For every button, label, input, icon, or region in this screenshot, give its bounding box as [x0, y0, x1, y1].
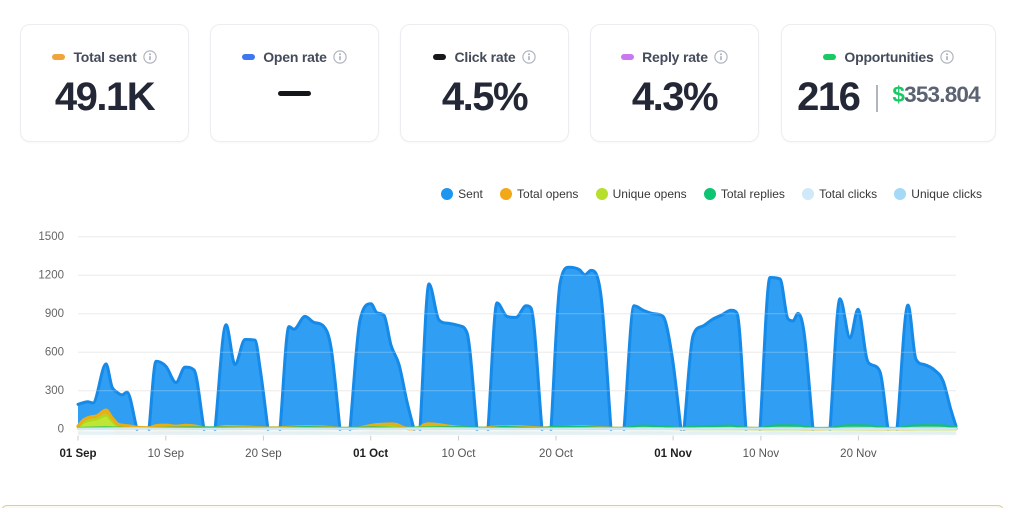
svg-text:20 Nov: 20 Nov [840, 448, 877, 460]
svg-text:1500: 1500 [38, 231, 64, 243]
svg-text:01 Nov: 01 Nov [654, 448, 692, 460]
svg-text:10 Nov: 10 Nov [743, 448, 780, 460]
svg-text:20 Oct: 20 Oct [539, 448, 574, 460]
svg-text:600: 600 [45, 346, 64, 358]
svg-text:10 Oct: 10 Oct [442, 448, 477, 460]
svg-text:900: 900 [45, 308, 64, 320]
svg-text:20 Sep: 20 Sep [245, 448, 281, 460]
svg-text:0: 0 [58, 423, 64, 435]
svg-text:10 Sep: 10 Sep [148, 448, 184, 460]
svg-text:01 Sep: 01 Sep [59, 448, 96, 460]
svg-text:300: 300 [45, 385, 64, 397]
svg-text:1200: 1200 [38, 269, 64, 281]
svg-text:01 Oct: 01 Oct [353, 448, 388, 460]
